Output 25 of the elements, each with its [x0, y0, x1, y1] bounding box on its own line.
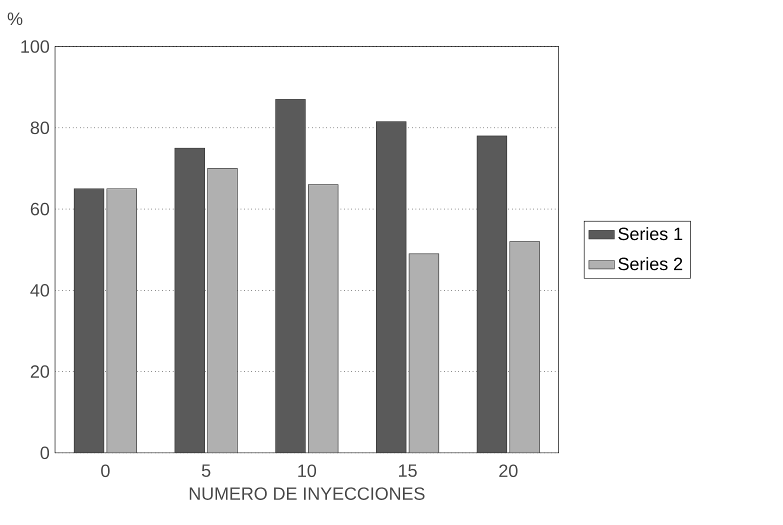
bar [207, 168, 238, 453]
bar [476, 136, 508, 453]
y-tick-label: 40 [30, 284, 50, 297]
x-tick-label: 10 [298, 464, 316, 478]
bar [174, 148, 205, 453]
bar [510, 241, 540, 453]
bar [275, 99, 306, 453]
bar [106, 188, 137, 453]
x-tick-label: 0 [101, 464, 110, 478]
y-tick-label: 80 [30, 122, 50, 134]
x-tick-label: 20 [499, 464, 518, 478]
x-tick-label: 15 [399, 464, 417, 478]
bar [74, 188, 104, 453]
y-tick-label: 60 [30, 202, 50, 216]
y-axis-title: % [8, 12, 22, 26]
bar [376, 122, 406, 453]
legend-label: Series 2 [618, 257, 682, 270]
x-axis-title: NUMERO DE INYECCIONES [190, 487, 425, 500]
bar [308, 184, 338, 453]
y-tick-label: 100 [21, 40, 50, 53]
y-tick-label: 0 [40, 446, 50, 460]
bar [408, 254, 440, 453]
legend-label: Series 1 [618, 227, 682, 240]
x-tick-label: 5 [202, 464, 210, 478]
y-tick-label: 20 [30, 365, 50, 378]
